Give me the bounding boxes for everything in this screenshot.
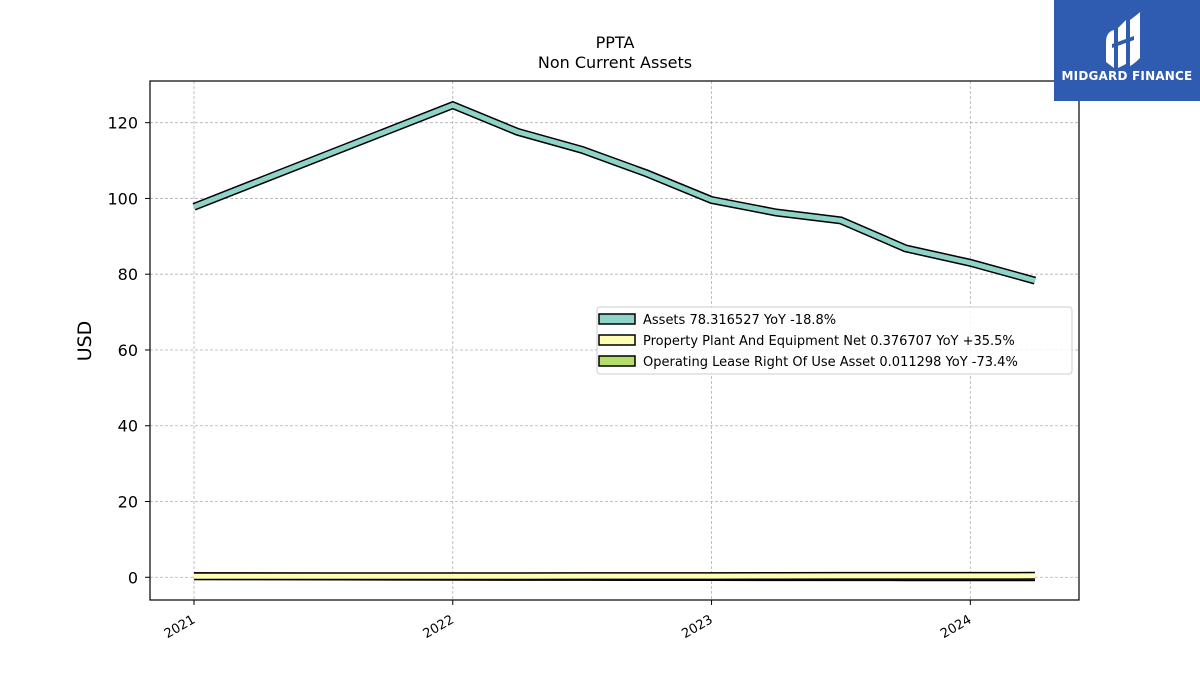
x-tick-label: 2023 (679, 612, 715, 642)
legend-swatch-lease (598, 355, 636, 367)
y-tick-label: 0 (128, 568, 138, 587)
legend-label-lease: Operating Lease Right Of Use Asset 0.011… (643, 355, 1018, 370)
logo-text: MIDGARD FINANCE (1061, 69, 1193, 83)
y-tick-label: 60 (118, 341, 138, 360)
legend-label-assets: Assets 78.316527 YoY -18.8% (643, 313, 836, 328)
grid (150, 81, 1079, 600)
y-tick-label: 20 (118, 493, 138, 512)
y-tick-label: 80 (118, 265, 138, 284)
legend-swatch-assets (598, 313, 636, 325)
legend: Assets 78.316527 YoY -18.8% Property Pla… (596, 306, 1073, 375)
y-tick-label: 100 (107, 189, 138, 208)
legend-swatch-ppe (598, 334, 636, 346)
chart-title: PPTA (596, 33, 635, 52)
series-lines (192, 100, 1037, 582)
axis-ticks: 0 20 40 60 80 100 120 2021 2022 2023 2024 (107, 114, 974, 642)
legend-frame (596, 306, 1073, 375)
y-tick-label: 120 (107, 114, 138, 133)
midgard-logo-mark-icon (1106, 12, 1140, 68)
y-axis-label: USD (74, 321, 96, 362)
series-line-assets (193, 102, 1036, 284)
series-outline-assets (192, 100, 1037, 285)
legend-label-ppe: Property Plant And Equipment Net 0.37670… (643, 334, 1015, 349)
chart-subtitle: Non Current Assets (538, 53, 692, 72)
x-tick-label: 2021 (162, 612, 198, 642)
x-tick-label: 2022 (421, 612, 457, 642)
y-tick-label: 40 (118, 417, 138, 436)
axes-frame (149, 80, 1080, 601)
midgard-finance-logo: MIDGARD FINANCE (1054, 0, 1200, 101)
x-tick-label: 2024 (938, 612, 974, 642)
